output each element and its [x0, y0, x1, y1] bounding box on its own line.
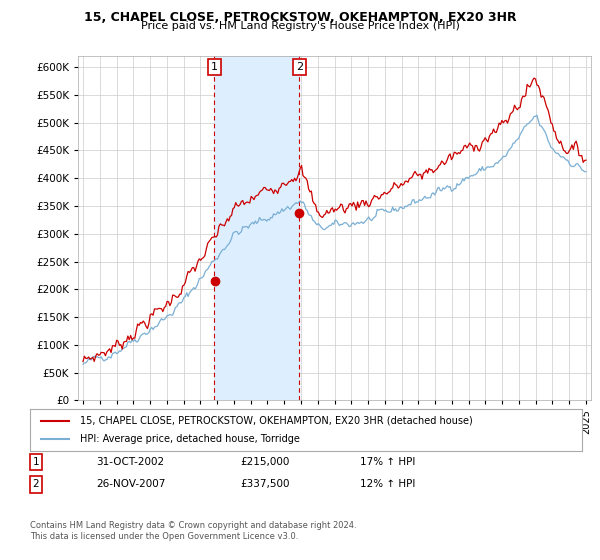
Text: HPI: Average price, detached house, Torridge: HPI: Average price, detached house, Torr… [80, 434, 299, 444]
Text: 12% ↑ HPI: 12% ↑ HPI [360, 479, 415, 489]
Bar [214, 56, 299, 400]
Text: £215,000: £215,000 [240, 457, 289, 467]
Text: 1: 1 [211, 62, 218, 72]
Text: 31-OCT-2002: 31-OCT-2002 [96, 457, 164, 467]
Text: Contains HM Land Registry data © Crown copyright and database right 2024.: Contains HM Land Registry data © Crown c… [30, 521, 356, 530]
Text: 15, CHAPEL CLOSE, PETROCKSTOW, OKEHAMPTON, EX20 3HR: 15, CHAPEL CLOSE, PETROCKSTOW, OKEHAMPTO… [83, 11, 517, 24]
Text: 17% ↑ HPI: 17% ↑ HPI [360, 457, 415, 467]
Text: 15, CHAPEL CLOSE, PETROCKSTOW, OKEHAMPTON, EX20 3HR (detached house): 15, CHAPEL CLOSE, PETROCKSTOW, OKEHAMPTO… [80, 416, 472, 426]
Text: Price paid vs. HM Land Registry's House Price Index (HPI): Price paid vs. HM Land Registry's House … [140, 21, 460, 31]
Text: 2: 2 [296, 62, 303, 72]
Text: This data is licensed under the Open Government Licence v3.0.: This data is licensed under the Open Gov… [30, 532, 298, 541]
Text: 1: 1 [32, 457, 40, 467]
Text: 2: 2 [32, 479, 40, 489]
Text: 26-NOV-2007: 26-NOV-2007 [96, 479, 166, 489]
Text: £337,500: £337,500 [240, 479, 290, 489]
